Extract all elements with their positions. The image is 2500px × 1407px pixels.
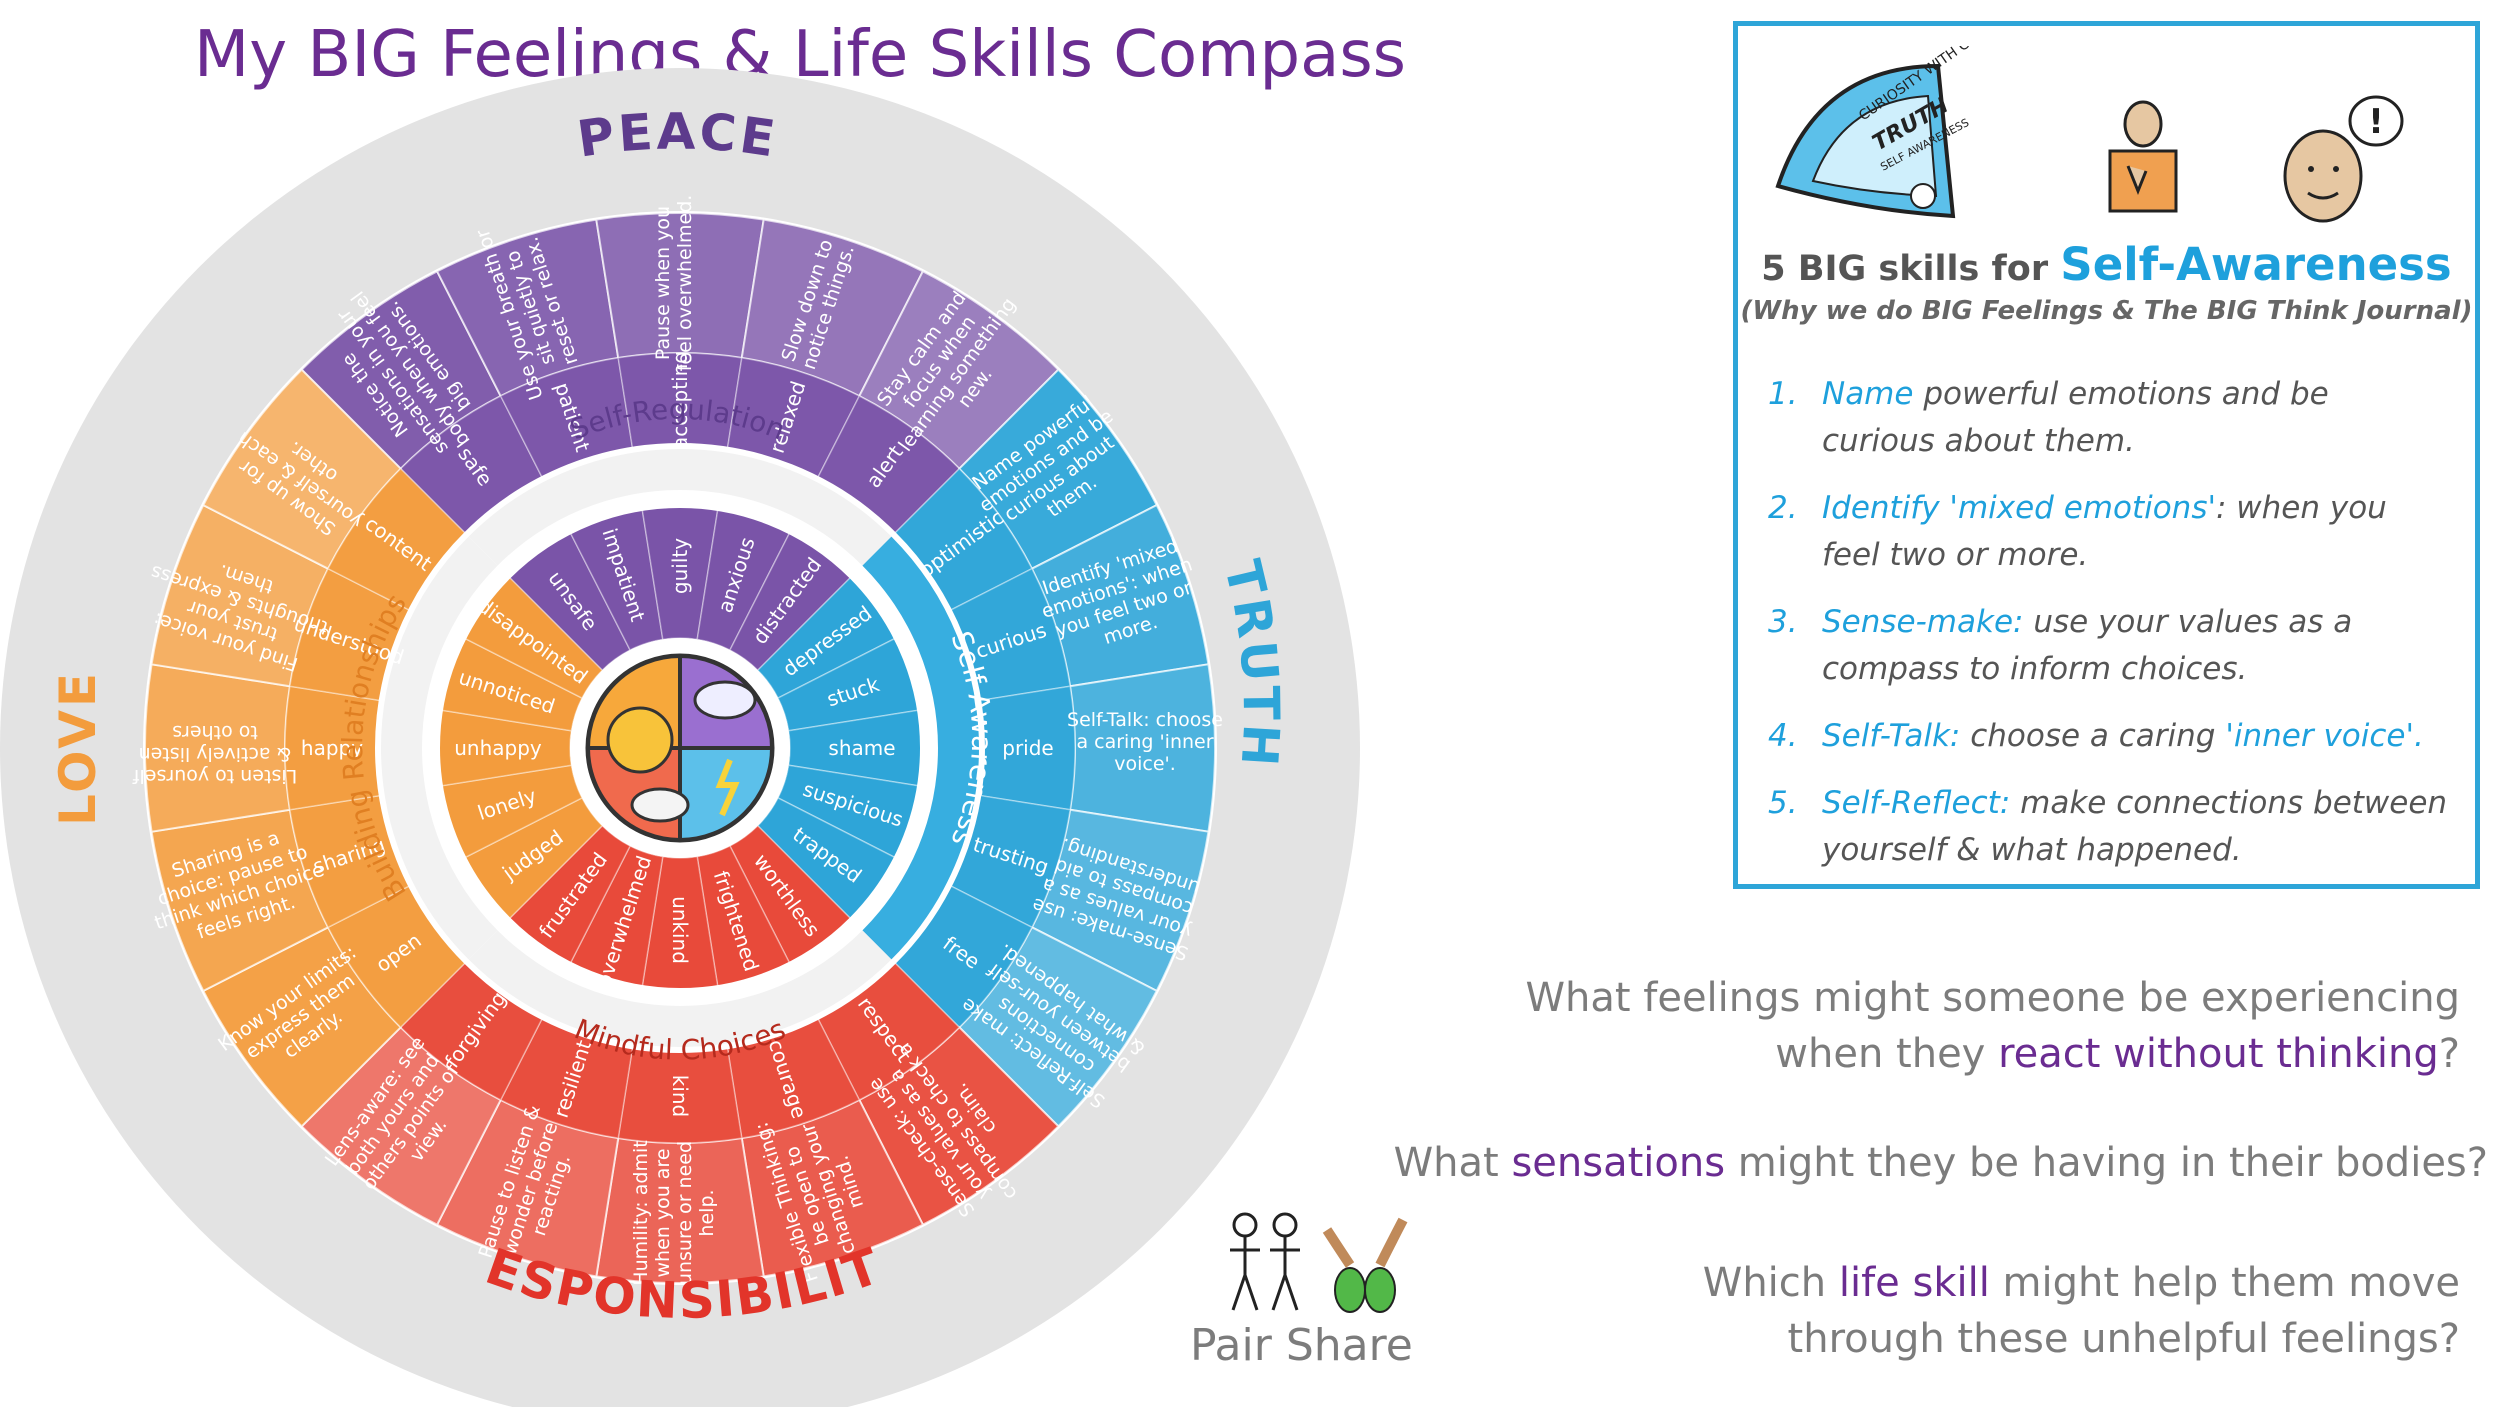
box-heading: 5 BIG skills for Self-Awareness bbox=[1738, 238, 2475, 291]
skill-text: powerful emotions and be curious about t… bbox=[1822, 376, 2329, 459]
pair-share-icon bbox=[1230, 1212, 1408, 1313]
feeling-negative: shame bbox=[828, 736, 895, 760]
skill-number: 2. bbox=[1768, 490, 1798, 526]
skill-item: 1. Name powerful emotions and be curious … bbox=[1768, 371, 2448, 465]
skill-list: 1. Name powerful emotions and be curious … bbox=[1768, 371, 2448, 894]
skill-item: 5. Self-Reflect: make connections between… bbox=[1768, 780, 2448, 874]
question-2-emphasis: sensations bbox=[1511, 1140, 1726, 1186]
label-peace: PEACE bbox=[574, 102, 779, 168]
peace-label-ring bbox=[467, 448, 893, 566]
question-1-end: ? bbox=[2438, 1031, 2460, 1077]
question-2: What sensations might they be having in … bbox=[1394, 1135, 2488, 1191]
life-skill-text: Self-Talk: choose a caring 'inner voice'. bbox=[1067, 709, 1223, 775]
skill-key: Identify 'mixed emotions' bbox=[1822, 490, 2216, 526]
love-label-ring bbox=[380, 535, 498, 961]
skill-text: choose a caring bbox=[1960, 718, 2226, 754]
question-1-line-2: when they react without thinking? bbox=[1525, 1026, 2460, 1082]
feeling-positive: kind bbox=[668, 1075, 692, 1118]
responsibility-label-ring bbox=[467, 930, 893, 1049]
question-3: Which life skill might help them move th… bbox=[1703, 1255, 2460, 1367]
box-heading-prefix: 5 BIG skills for bbox=[1761, 249, 2061, 289]
svg-text:!: ! bbox=[2368, 102, 2384, 142]
skill-key: Sense-make: bbox=[1822, 604, 2024, 640]
skill-key: Self-Reflect: bbox=[1822, 785, 2011, 821]
question-1: What feelings might someone be experienc… bbox=[1525, 970, 2460, 1082]
skill-item: 2. Identify 'mixed emotions': when you fe… bbox=[1768, 485, 2448, 579]
question-3-line-2: through these unhelpful feelings? bbox=[1787, 1316, 2460, 1362]
pair-share-label: Pair Share bbox=[1190, 1320, 1413, 1371]
skill-number: 1. bbox=[1768, 376, 1798, 412]
question-3-mid: might help them move bbox=[1989, 1260, 2460, 1306]
feeling-positive: pride bbox=[1002, 736, 1053, 760]
skill-text: make connections between yourself & what… bbox=[1822, 785, 2448, 868]
skill-key: Name bbox=[1822, 376, 1914, 412]
skill-key: Self-Talk: bbox=[1822, 718, 1961, 754]
truth-label-ring bbox=[862, 535, 980, 961]
question-3-text: Which bbox=[1702, 1260, 1839, 1306]
skill-number: 5. bbox=[1768, 785, 1798, 821]
skill-number: 4. bbox=[1768, 718, 1798, 754]
feeling-positive: happy bbox=[301, 736, 363, 760]
feeling-positive: accepting bbox=[668, 351, 692, 449]
feelings-compass-wheel: Notice thesensations in yourbody when yo… bbox=[0, 0, 1360, 1407]
box-heading-highlight: Self-Awareness bbox=[2060, 238, 2452, 291]
question-3-emphasis: life skill bbox=[1838, 1260, 1990, 1306]
skill-item: 3. Sense-make: use your values as a compa… bbox=[1768, 599, 2448, 693]
person-pointing-icon bbox=[2108, 100, 2178, 213]
box-subheading: (Why we do BIG Feelings & The BIG Think … bbox=[1740, 296, 2473, 326]
weather-emblem-icon bbox=[570, 638, 790, 858]
life-skill-text: Listen to yourself& actively listento ot… bbox=[132, 721, 298, 787]
truth-badge-icon: CURIOSITY WITH CARE TRUTH SELF AWARENESS bbox=[1775, 46, 1988, 219]
question-2-text: What bbox=[1393, 1140, 1512, 1186]
skill-text: use your values as a compass to inform c… bbox=[1822, 604, 2353, 687]
question-1-line-1: What feelings might someone be experienc… bbox=[1525, 975, 2460, 1021]
svg-text:PEACE: PEACE bbox=[574, 102, 782, 168]
label-love: LOVE bbox=[49, 670, 107, 826]
life-skill-text: Pause when youfeel overwhelmed. bbox=[652, 195, 696, 372]
skill-number: 3. bbox=[1768, 604, 1798, 640]
feeling-negative: guilty bbox=[668, 538, 692, 594]
question-2-end: might they be having in their bodies? bbox=[1725, 1140, 2488, 1186]
skill-key-2: 'inner voice'. bbox=[2225, 718, 2424, 754]
feeling-negative: unkind bbox=[668, 896, 692, 964]
question-1-emphasis: react without thinking bbox=[1998, 1031, 2439, 1077]
question-1-text: when they bbox=[1775, 1031, 1999, 1077]
feeling-negative: unhappy bbox=[454, 736, 542, 760]
question-3-line-1: Which life skill might help them move bbox=[1703, 1255, 2460, 1311]
life-skill-text: Humility: admitwhen you areunsure or nee… bbox=[630, 1140, 718, 1285]
self-awareness-info-box: CURIOSITY WITH CARE TRUTH SELF AWARENESS… bbox=[1733, 21, 2480, 889]
thinking-face-icon: ! bbox=[2283, 95, 2404, 223]
skill-item: 4. Self-Talk: choose a caring 'inner voic… bbox=[1768, 713, 2448, 760]
skill-text: : when you feel two or more. bbox=[1822, 490, 2387, 573]
